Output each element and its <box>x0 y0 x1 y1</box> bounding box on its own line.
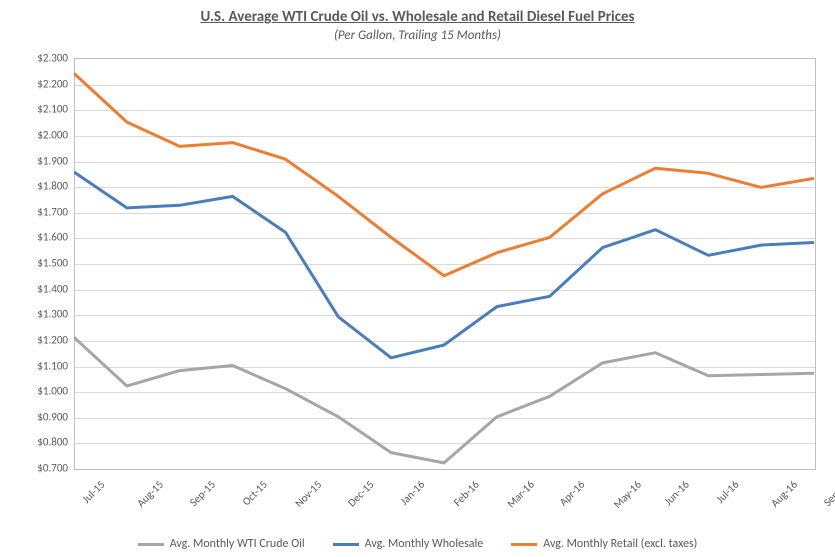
x-axis-label: Jul-16 <box>714 478 742 506</box>
chart-title: U.S. Average WTI Crude Oil vs. Wholesale… <box>0 8 835 26</box>
y-axis-label: $1.800 <box>24 180 68 193</box>
y-axis-label: $2.100 <box>24 103 68 116</box>
chart-container: U.S. Average WTI Crude Oil vs. Wholesale… <box>0 0 835 557</box>
y-axis-label: $1.700 <box>24 205 68 218</box>
legend-item: Avg. Monthly WTI Crude Oil <box>138 537 305 551</box>
x-axis-label: Jul-15 <box>80 478 108 506</box>
series-line <box>74 73 814 275</box>
legend-label: Avg. Monthly WTI Crude Oil <box>170 537 305 551</box>
x-axis-label: Jun-16 <box>662 478 692 508</box>
x-axis-label: Sep-16 <box>821 478 835 509</box>
legend-label: Avg. Monthly Wholesale <box>365 537 484 551</box>
x-axis-label: Feb-16 <box>451 478 482 509</box>
legend-swatch <box>138 543 164 546</box>
y-axis-label: $0.900 <box>24 410 68 423</box>
legend: Avg. Monthly WTI Crude Oil Avg. Monthly W… <box>0 537 835 551</box>
x-axis-label: May-16 <box>610 478 643 511</box>
legend-label: Avg. Monthly Retail (excl. taxes) <box>543 537 697 551</box>
y-axis-label: $1.200 <box>24 333 68 346</box>
x-axis-label: Dec-15 <box>345 478 376 509</box>
y-axis-label: $1.300 <box>24 308 68 321</box>
y-axis-label: $2.000 <box>24 128 68 141</box>
title-block: U.S. Average WTI Crude Oil vs. Wholesale… <box>0 0 835 43</box>
x-axis-label: Oct-15 <box>239 478 269 508</box>
x-axis-label: Jan-16 <box>398 478 428 508</box>
chart-subtitle: (Per Gallon, Trailing 15 Months) <box>0 28 835 43</box>
y-axis-label: $0.800 <box>24 436 68 449</box>
x-axis-label: Aug-16 <box>768 478 800 510</box>
x-axis-label: Sep-15 <box>187 478 218 509</box>
x-axis-label: Aug-15 <box>134 478 166 510</box>
x-axis-label: Nov-15 <box>293 478 325 510</box>
legend-item: Avg. Monthly Retail (excl. taxes) <box>511 537 697 551</box>
series-line <box>74 337 814 463</box>
y-axis-label: $2.200 <box>24 77 68 90</box>
y-axis-label: $1.900 <box>24 154 68 167</box>
y-axis-label: $0.700 <box>24 462 68 475</box>
y-axis-label: $1.500 <box>24 257 68 270</box>
y-axis-label: $1.400 <box>24 282 68 295</box>
legend-swatch <box>511 543 537 546</box>
legend-swatch <box>333 543 359 546</box>
y-axis-label: $2.300 <box>24 52 68 65</box>
y-axis-label: $1.000 <box>24 385 68 398</box>
series-line <box>74 172 814 358</box>
x-axis-label: Apr-16 <box>557 478 588 509</box>
legend-item: Avg. Monthly Wholesale <box>333 537 484 551</box>
y-axis-label: $1.600 <box>24 231 68 244</box>
x-axis-label: Mar-16 <box>504 478 536 510</box>
series-lines <box>74 58 814 468</box>
y-axis-label: $1.100 <box>24 359 68 372</box>
